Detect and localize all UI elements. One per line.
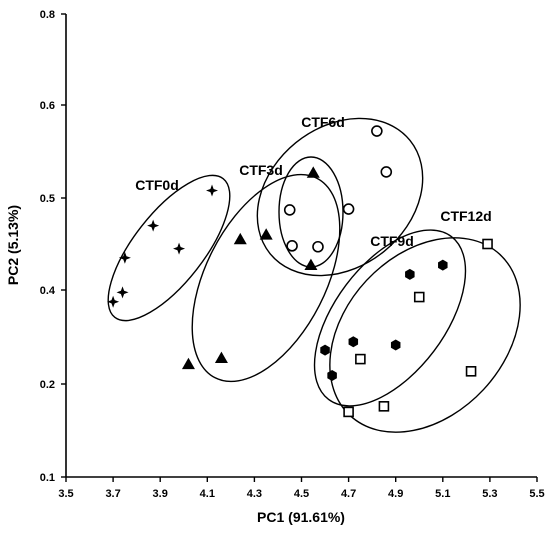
group-ellipses — [107, 117, 521, 433]
x-axis-title: PC1 (91.61%) — [257, 509, 345, 525]
y-tick-label: 0.8 — [40, 9, 55, 21]
y-tick-label: 0.5 — [40, 193, 55, 205]
data-point — [413, 291, 425, 303]
data-point — [390, 339, 401, 351]
group-ellipse — [107, 174, 231, 322]
y-axis-title: PC2 (5.13%) — [5, 205, 21, 285]
y-tick-label: 0.1 — [40, 472, 55, 484]
data-point — [342, 203, 355, 215]
data-point — [304, 258, 318, 271]
data-point — [214, 351, 228, 364]
group-label: CTF0d — [135, 177, 179, 193]
data-point — [286, 240, 298, 252]
x-tick-label: 5.1 — [435, 488, 450, 500]
data-point — [312, 240, 324, 253]
axes — [65, 14, 537, 478]
data-point — [380, 166, 393, 178]
data-point — [405, 268, 415, 280]
x-tick-label: 4.1 — [200, 488, 215, 500]
data-point — [283, 204, 296, 216]
group-ellipse — [256, 117, 424, 277]
data-point — [465, 366, 477, 377]
data-point — [259, 228, 273, 240]
data-point — [320, 344, 330, 356]
x-tick-label: 4.3 — [247, 488, 262, 500]
x-tick-label: 4.9 — [388, 488, 403, 500]
x-tick-label: 5.3 — [482, 488, 497, 500]
group-ellipse — [313, 229, 467, 407]
group-label: CTF12d — [440, 208, 491, 224]
group-label: CTF6d — [301, 114, 345, 130]
data-point — [482, 238, 493, 250]
x-tick-label: 5.5 — [529, 488, 544, 500]
data-point — [181, 357, 195, 370]
x-tick-label: 4.5 — [294, 488, 309, 500]
data-point — [233, 232, 247, 245]
y-tick-label: 0.6 — [40, 100, 55, 112]
data-point — [343, 406, 354, 418]
x-tick-label: 3.5 — [58, 488, 73, 500]
data-point — [116, 286, 129, 299]
group-label: CTF3d — [239, 162, 283, 178]
x-tick-label: 4.7 — [341, 488, 356, 500]
x-tick-label: 3.9 — [153, 488, 168, 500]
x-axis-ticks: 3.5 3.7 3.9 4.1 4.3 4.5 4.7 4.9 5.1 5.3 5.5 — [58, 477, 545, 500]
group-labels: CTF0d CTF3d CTF6d CTF9d CTF12d — [135, 114, 491, 249]
data-point — [118, 251, 131, 264]
data-point — [206, 184, 219, 197]
y-tick-label: 0.2 — [40, 379, 55, 391]
data-point — [378, 401, 390, 412]
y-axis-ticks: 0.1 0.2 0.4 0.5 0.6 0.8 — [40, 9, 66, 484]
data-point — [355, 353, 366, 365]
data-point — [173, 242, 186, 255]
group-ellipse — [329, 237, 521, 433]
data-point — [306, 166, 320, 178]
data-point — [147, 219, 160, 232]
y-tick-label: 0.4 — [40, 285, 56, 297]
data-point — [371, 125, 383, 137]
data-point — [327, 370, 337, 382]
data-points — [107, 125, 493, 418]
group-ellipse — [191, 173, 341, 383]
data-point — [348, 336, 359, 348]
x-tick-label: 3.7 — [105, 488, 120, 500]
data-point — [107, 295, 120, 308]
group-label: CTF9d — [370, 233, 414, 249]
data-point — [438, 259, 448, 271]
